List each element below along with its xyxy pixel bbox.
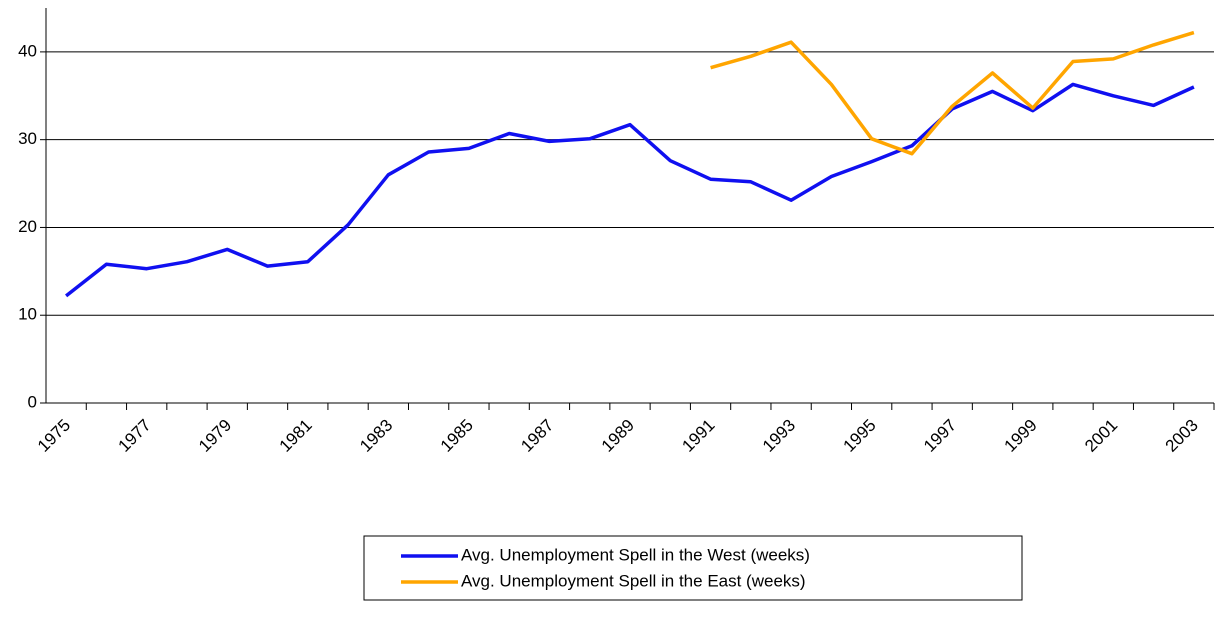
x-tick-label: 1981 [276,416,316,456]
x-tick-label: 1983 [356,416,396,456]
x-tick-label: 1977 [115,416,155,456]
y-tick-label: 20 [18,217,37,236]
x-tick-label: 1987 [517,416,557,456]
y-tick-label: 10 [18,305,37,324]
series-line [65,82,1195,298]
x-tick-label: 1993 [759,416,799,456]
y-tick-label: 0 [28,392,37,411]
x-tick-label: 1999 [1001,416,1041,456]
series-line [710,30,1195,156]
x-tick-label: 1975 [34,416,74,456]
y-tick-label: 40 [18,41,37,60]
legend-label: Avg. Unemployment Spell in the West (wee… [461,545,810,564]
y-tick-label: 30 [18,129,37,148]
x-tick-label: 2001 [1081,416,1121,456]
legend-box [363,535,1023,601]
legend-label: Avg. Unemployment Spell in the East (wee… [461,571,806,590]
x-tick-label: 1989 [598,416,638,456]
x-tick-label: 1991 [678,416,718,456]
x-tick-label: 1995 [839,416,879,456]
x-tick-label: 2003 [1162,416,1202,456]
x-tick-label: 1985 [437,416,477,456]
x-tick-label: 1979 [195,416,235,456]
x-tick-label: 1997 [920,416,960,456]
